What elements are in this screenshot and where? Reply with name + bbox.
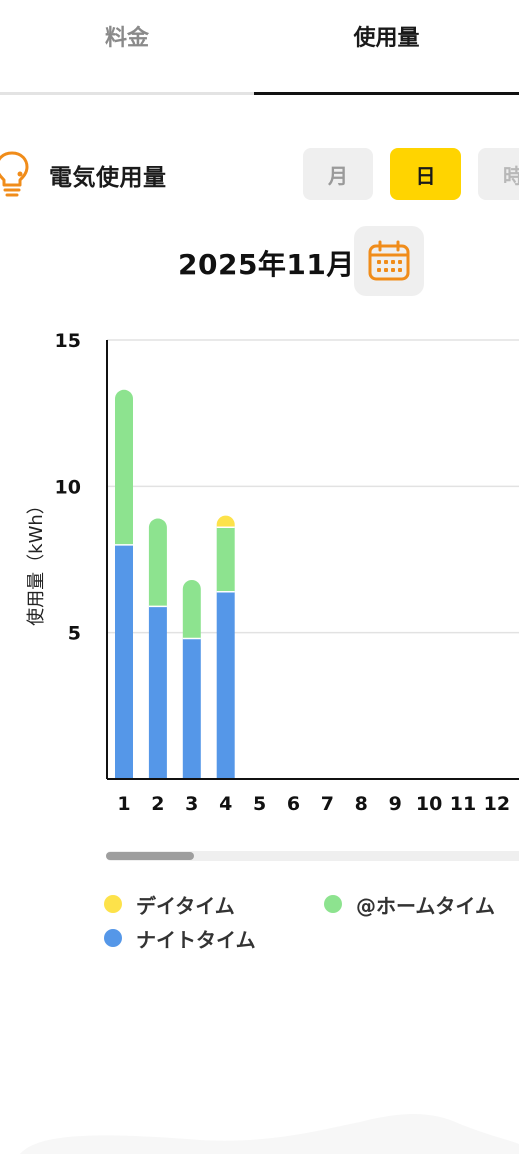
x-tick-label-12: 12 — [484, 793, 510, 815]
x-tick-label-1: 1 — [117, 793, 130, 815]
bar-4-series-0 — [216, 591, 235, 779]
legend-label-night-time: ナイトタイム — [136, 927, 256, 952]
period-day-button[interactable]: 日 — [390, 148, 461, 200]
legend-label-day-time: デイタイム — [136, 893, 235, 918]
bar-2-series-0 — [148, 606, 167, 779]
legend-item-day-time: デイタイム — [104, 891, 235, 918]
x-tick-label-5: 5 — [253, 793, 266, 815]
calendar-button[interactable] — [354, 226, 424, 296]
chart-scroll-track[interactable] — [106, 851, 519, 861]
lightbulb-icon — [0, 151, 29, 197]
x-tick-label-4: 4 — [219, 793, 232, 815]
legend-dot-night-time — [104, 929, 122, 947]
x-tick-label-10: 10 — [416, 793, 442, 815]
x-tick-label-3: 3 — [185, 793, 198, 815]
chart-scroll-thumb[interactable] — [106, 852, 194, 860]
legend-dot-home-time — [324, 895, 342, 913]
period-hour-button[interactable]: 時 — [478, 148, 519, 200]
bar-2-series-1 — [148, 518, 167, 607]
x-tick-label-11: 11 — [450, 793, 476, 815]
x-tick-label-6: 6 — [287, 793, 300, 815]
tab-usage[interactable]: 使用量 — [254, 0, 519, 95]
bar-1-series-0 — [115, 544, 133, 779]
bar-3-series-0 — [182, 638, 201, 779]
tab-usage-label: 使用量 — [353, 26, 420, 51]
section-title: 電気使用量 — [49, 165, 167, 191]
x-tick-label-8: 8 — [355, 793, 368, 815]
x-tick-label-2: 2 — [151, 793, 164, 815]
bar-3-series-1 — [182, 579, 201, 639]
period-hour-label: 時 — [503, 163, 519, 188]
x-tick-label-9: 9 — [389, 793, 402, 815]
bar-4-series-2 — [216, 515, 235, 528]
date-label: 2025年11月 — [178, 248, 355, 281]
legend-label-home-time: @ホームタイム — [356, 893, 495, 918]
tab-fee[interactable]: 料金 — [0, 0, 254, 95]
legend-item-home-time: @ホームタイム — [324, 891, 495, 918]
legend-dot-day-time — [104, 895, 122, 913]
period-month-button[interactable]: 月 — [303, 148, 373, 200]
y-tick-label-15: 15 — [55, 330, 81, 352]
calendar-icon — [368, 240, 410, 281]
bar-1-series-1 — [115, 389, 133, 545]
tab-fee-label: 料金 — [104, 26, 149, 51]
y-tick-label-10: 10 — [55, 476, 81, 498]
top-tabs: 料金 使用量 — [0, 0, 519, 95]
x-tick-label-7: 7 — [321, 793, 334, 815]
legend-item-night-time: ナイトタイム — [104, 925, 256, 952]
period-day-label: 日 — [415, 163, 436, 188]
bar-4-series-1 — [216, 527, 235, 592]
y-tick-label-5: 5 — [68, 623, 81, 645]
bottom-decoration — [20, 1114, 519, 1154]
period-month-label: 月 — [328, 163, 348, 188]
